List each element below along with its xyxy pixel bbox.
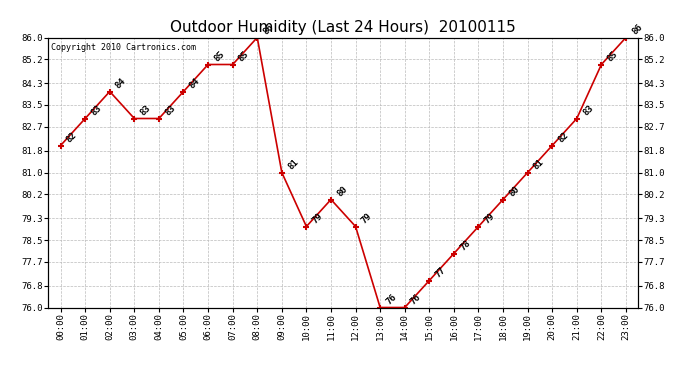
Text: 83: 83 <box>163 104 177 118</box>
Text: 80: 80 <box>507 185 521 199</box>
Text: 79: 79 <box>482 212 497 226</box>
Text: 83: 83 <box>139 104 152 118</box>
Title: Outdoor Humidity (Last 24 Hours)  20100115: Outdoor Humidity (Last 24 Hours) 2010011… <box>170 20 516 35</box>
Text: 85: 85 <box>213 50 226 64</box>
Text: 86: 86 <box>630 23 644 37</box>
Text: 83: 83 <box>581 104 595 118</box>
Text: 83: 83 <box>89 104 104 118</box>
Text: 76: 76 <box>384 293 398 307</box>
Text: 86: 86 <box>262 23 275 37</box>
Text: 82: 82 <box>556 131 571 145</box>
Text: 82: 82 <box>65 131 79 145</box>
Text: 81: 81 <box>532 158 546 172</box>
Text: 81: 81 <box>286 158 300 172</box>
Text: 84: 84 <box>114 77 128 91</box>
Text: 84: 84 <box>188 77 201 91</box>
Text: 78: 78 <box>458 239 472 253</box>
Text: Copyright 2010 Cartronics.com: Copyright 2010 Cartronics.com <box>51 43 196 52</box>
Text: 79: 79 <box>359 212 374 226</box>
Text: 79: 79 <box>310 212 324 226</box>
Text: 80: 80 <box>335 185 349 199</box>
Text: 85: 85 <box>606 50 620 64</box>
Text: 77: 77 <box>433 266 447 280</box>
Text: 76: 76 <box>409 293 423 307</box>
Text: 85: 85 <box>237 50 250 64</box>
